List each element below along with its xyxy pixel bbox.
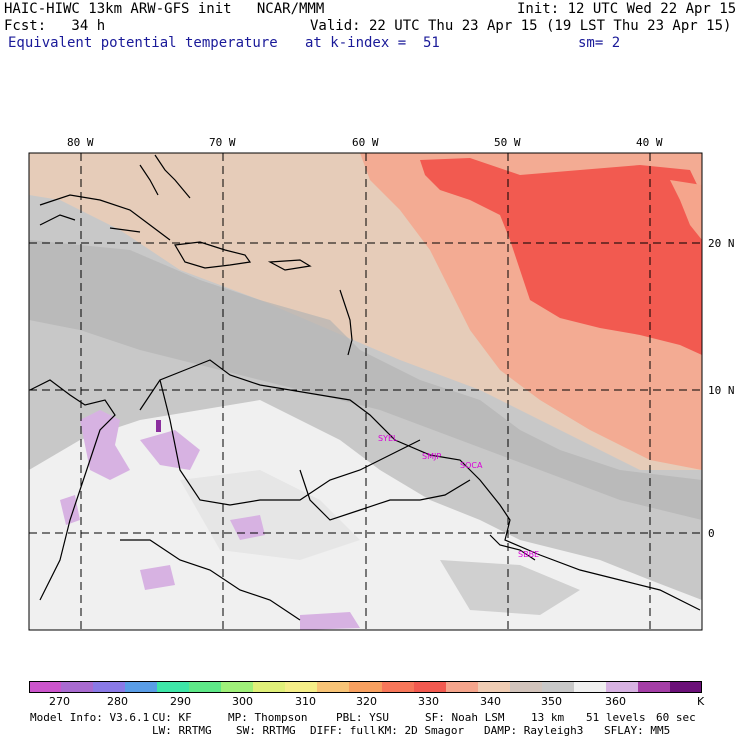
footer-sf: SF: Noah LSM [425, 711, 505, 724]
field-name: Equivalent potential temperature [8, 35, 278, 51]
lon-label-40w: 40 W [636, 136, 663, 149]
lat-label-0: 0 [708, 527, 715, 540]
colorbar-label-350: 350 [541, 695, 562, 708]
colorbar-swatch [189, 681, 222, 693]
colorbar-swatch [93, 681, 126, 693]
footer-levels: 51 levels [586, 711, 646, 724]
colorbar-label-340: 340 [480, 695, 501, 708]
model-level: at k-index = 51 [305, 35, 440, 51]
lon-label-50w: 50 W [494, 136, 521, 149]
lon-label-70w: 70 W [209, 136, 236, 149]
footer-cu: CU: KF [152, 711, 192, 724]
colorbar-label-320: 320 [356, 695, 377, 708]
colorbar-label-290: 290 [170, 695, 191, 708]
lat-label-20n: 20 N [708, 237, 735, 250]
model-title: HAIC-HIWC 13km ARW-GFS init NCAR/MMM [4, 1, 325, 17]
coastlines [29, 154, 701, 621]
init-time: Init: 12 UTC Wed 22 Apr 15 [517, 1, 737, 17]
colorbar-swatch [349, 681, 383, 693]
station-smjp: SMJP [422, 452, 441, 461]
colorbar-label-270: 270 [49, 695, 70, 708]
footer-timestep: 60 sec [656, 711, 696, 724]
colorbar-swatch [285, 681, 318, 693]
colorbar-swatch [637, 681, 671, 693]
colorbar-swatch [125, 681, 158, 693]
footer-lw: LW: RRTMG [152, 724, 212, 737]
colorbar-label-310: 310 [295, 695, 316, 708]
colorbar-swatch [445, 681, 479, 693]
colorbar-swatch [29, 681, 62, 693]
colorbar-swatch [221, 681, 254, 693]
colorbar-swatch [541, 681, 575, 693]
colorbar-swatch [381, 681, 415, 693]
colorbar-swatch [605, 681, 639, 693]
footer-mp: MP: Thompson [228, 711, 308, 724]
lon-label-60w: 60 W [352, 136, 379, 149]
graticule [29, 153, 702, 630]
footer-resolution: 13 km [531, 711, 565, 724]
station-sbbe: SBBE [518, 550, 539, 559]
footer-pbl: PBL: YSU [336, 711, 389, 724]
lon-label-80w: 80 W [67, 136, 94, 149]
footer-diff: DIFF: full [310, 724, 377, 737]
colorbar-swatch [413, 681, 447, 693]
colorbar-swatch [157, 681, 190, 693]
colorbar-swatch [573, 681, 607, 693]
footer-sw: SW: RRTMG [236, 724, 296, 737]
colorbar-label-360: 360 [605, 695, 626, 708]
smoothing: sm= 2 [578, 35, 621, 51]
valid-time: Valid: 22 UTC Thu 23 Apr 15 (19 LST Thu … [310, 18, 732, 34]
footer-model-info: Model Info: V3.6.1 [30, 711, 150, 724]
footer-sflay: SFLAY: MM5 [604, 724, 671, 737]
lat-label-10n: 10 N [708, 384, 735, 397]
footer-km: KM: 2D Smagor [378, 724, 465, 737]
colorbar-label-330: 330 [418, 695, 439, 708]
colorbar-label-280: 280 [107, 695, 128, 708]
colorbar-swatch [509, 681, 543, 693]
colorbar-swatch [317, 681, 350, 693]
forecast-hour: Fcst: 34 h [4, 18, 106, 34]
colorbar-unit: K [697, 695, 705, 708]
colorbar-frame [29, 681, 702, 693]
colorbar-swatch [61, 681, 94, 693]
station-soca: SOCA [460, 461, 483, 470]
station-syel: SYEL [378, 434, 398, 443]
colorbar-swatch [253, 681, 286, 693]
colorbar-swatch [477, 681, 511, 693]
colorbar-label-300: 300 [232, 695, 253, 708]
colorbar-swatch [669, 681, 703, 693]
footer-damp: DAMP: Rayleigh3 [484, 724, 584, 737]
